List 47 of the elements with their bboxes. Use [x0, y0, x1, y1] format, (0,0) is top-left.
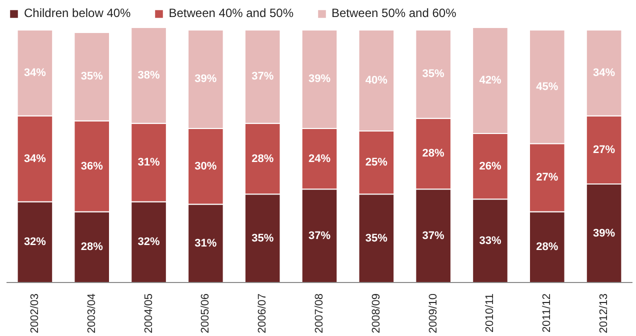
data-label: 37% [308, 230, 331, 242]
x-tick-label: 2004/05 [142, 293, 155, 334]
data-label: 34% [24, 66, 46, 79]
data-label: 35% [365, 232, 388, 244]
data-label: 39% [308, 73, 331, 86]
data-label: 28% [536, 241, 558, 254]
data-label: 39% [593, 227, 616, 240]
x-tick-label: 2011/12 [541, 293, 554, 332]
legend-label: Between 40% and 50% [168, 6, 294, 20]
data-label: 28% [422, 148, 445, 160]
data-label: 27% [536, 172, 558, 184]
x-tick-label: 2007/08 [314, 293, 326, 334]
data-label: 24% [308, 152, 331, 165]
x-tick-label: 2012/13 [598, 293, 610, 334]
x-tick-label: 2003/04 [86, 293, 98, 334]
x-tick-label: 2005/06 [200, 293, 212, 334]
data-label: 38% [138, 69, 160, 82]
data-label: 40% [365, 74, 388, 86]
data-label: 42% [479, 74, 502, 86]
data-label: 35% [80, 70, 104, 83]
x-tick-label: 2002/03 [28, 293, 41, 334]
data-label: 36% [80, 160, 104, 172]
data-label: 28% [252, 152, 274, 165]
data-label: 37% [252, 70, 274, 83]
data-label: 26% [479, 160, 502, 172]
data-label: 34% [593, 66, 616, 79]
data-label: 45% [536, 80, 558, 93]
data-label: 39% [194, 73, 217, 86]
legend-label: Between 50% and 60% [332, 6, 456, 20]
data-label: 31% [194, 237, 217, 250]
x-tick-label: 2008/09 [370, 293, 382, 334]
data-label: 34% [24, 152, 46, 165]
x-tick-label: 2006/07 [256, 293, 269, 334]
legend-label: Children below 40% [24, 6, 131, 20]
data-label: 33% [479, 234, 502, 247]
x-tick-label: 2009/10 [427, 293, 440, 334]
data-label: 32% [138, 236, 160, 248]
data-label: 30% [194, 160, 217, 172]
x-tick-label: 2010/11 [484, 293, 496, 332]
data-label: 35% [422, 68, 445, 80]
data-label: 32% [24, 236, 46, 248]
data-label: 37% [422, 230, 445, 242]
data-label: 31% [138, 156, 160, 169]
data-label: 25% [365, 156, 388, 169]
data-label: 35% [252, 232, 274, 244]
data-label: 28% [80, 241, 104, 254]
data-label: 27% [593, 144, 616, 156]
